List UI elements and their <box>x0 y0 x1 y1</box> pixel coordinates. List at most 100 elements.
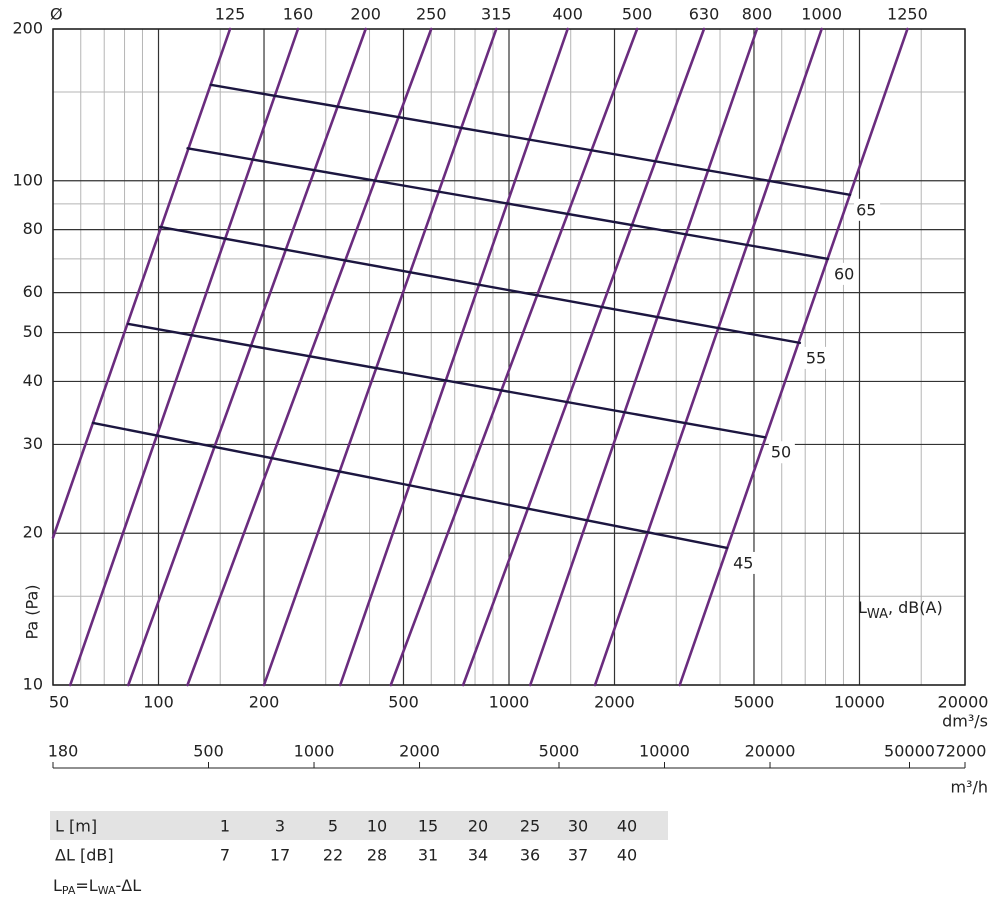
diameter-line <box>678 27 909 687</box>
table-cell: 20 <box>468 817 488 836</box>
table-row-label: L [m] <box>55 817 97 836</box>
sound-level-label: 50 <box>771 443 791 462</box>
diameter-line <box>262 27 498 687</box>
formula-part: -ΔL <box>116 876 142 895</box>
table-cell: 1 <box>220 817 230 836</box>
diameter-label: 315 <box>481 5 512 24</box>
label-backdrop <box>854 198 881 221</box>
x-tick-label: 1000 <box>489 693 530 712</box>
diameter-label: 500 <box>622 5 653 24</box>
y-tick-label: 80 <box>23 219 43 238</box>
x-tick-label: 20000 <box>938 693 989 712</box>
diameter-symbol: Ø <box>50 5 63 24</box>
x2-tick-label: 5000 <box>539 742 580 761</box>
plot-frame <box>52 28 966 686</box>
label-backdrop <box>731 551 758 574</box>
x-tick-label: 500 <box>388 693 419 712</box>
diameter-line <box>461 27 706 687</box>
diameter-label: 160 <box>283 5 314 24</box>
y-tick-label: 100 <box>12 170 43 189</box>
table-cell: 22 <box>323 846 343 865</box>
y-tick-label: 60 <box>23 282 43 301</box>
x2-tick-label: 10000 <box>639 742 690 761</box>
formula-sub: WA <box>98 884 116 897</box>
table-cell: 3 <box>275 817 285 836</box>
annotation-base: L <box>858 598 867 617</box>
diameter-label: 1250 <box>887 5 928 24</box>
table-cell: 40 <box>617 846 637 865</box>
y-tick-label: 30 <box>23 434 43 453</box>
x2-tick-label: 50000 <box>884 742 935 761</box>
label-backdrop <box>768 441 795 464</box>
annotation-rest: , dB(A) <box>888 598 943 617</box>
sound-level-label: 55 <box>806 348 826 367</box>
x-tick-label: 50 <box>49 693 69 712</box>
table-cell: 34 <box>468 846 488 865</box>
diameter-label: 200 <box>350 5 381 24</box>
diameter-line <box>51 27 232 539</box>
diameter-label: 125 <box>215 5 246 24</box>
diameter-line <box>389 27 639 687</box>
table-cell: 30 <box>568 817 588 836</box>
table-header-band <box>50 811 668 840</box>
sound-level-label: 45 <box>733 553 753 572</box>
diameter-line <box>593 27 823 687</box>
diameter-label: 800 <box>742 5 773 24</box>
y-tick-label: 10 <box>23 675 43 694</box>
sound-level-line <box>91 421 729 550</box>
y-axis-label: Pa (Pa) <box>23 584 42 639</box>
formula-sub: PA <box>62 884 76 897</box>
table-cell: 28 <box>367 846 387 865</box>
table-cell: 17 <box>270 846 290 865</box>
x2-tick-label: 2000 <box>399 742 440 761</box>
x-tick-label: 2000 <box>594 693 635 712</box>
annotation-sub: WA <box>867 607 888 622</box>
sound-level-label: 60 <box>834 264 854 283</box>
x2-axis-label: m³/h <box>950 778 988 797</box>
x-axis-label: dm³/s <box>942 712 988 731</box>
diameter-line <box>338 27 569 687</box>
table-cell: 31 <box>418 846 438 865</box>
formula: LPA=LWA-ΔL <box>53 876 141 898</box>
sound-level-line <box>127 322 767 439</box>
sound-level-line <box>209 83 852 196</box>
formula-part: =L <box>75 876 97 895</box>
x-tick-label: 10000 <box>834 693 885 712</box>
table-row-label: ΔL [dB] <box>55 846 114 865</box>
formula-part: L <box>53 876 62 895</box>
sound-level-line <box>158 225 802 345</box>
x-tick-label: 200 <box>249 693 280 712</box>
label-backdrop <box>831 262 858 285</box>
y-tick-label: 40 <box>23 371 43 390</box>
x2-tick-label: 1000 <box>294 742 335 761</box>
table-cell: 37 <box>568 846 588 865</box>
x2-tick-label: 180 <box>48 742 79 761</box>
x2-tick-label: 20000 <box>745 742 796 761</box>
diameter-line <box>68 27 300 687</box>
y-tick-label: 20 <box>23 523 43 542</box>
y-tick-label: 50 <box>23 322 43 341</box>
annotation: LWA, dB(A) <box>858 598 943 622</box>
table-cell: 36 <box>520 846 540 865</box>
table-cell: 15 <box>418 817 438 836</box>
diameter-label: 630 <box>689 5 720 24</box>
x2-tick-label: 500 <box>193 742 224 761</box>
table-cell: 10 <box>367 817 387 836</box>
x-tick-label: 5000 <box>734 693 775 712</box>
sound-level-line <box>186 147 830 261</box>
sound-level-label: 65 <box>856 200 876 219</box>
diameter-line <box>127 27 367 687</box>
diameter-label: 400 <box>552 5 583 24</box>
x-tick-label: 100 <box>143 693 174 712</box>
table-cell: 25 <box>520 817 540 836</box>
x2-tick-label: 72000 <box>936 742 987 761</box>
diameter-line <box>528 27 759 687</box>
diameter-label: 250 <box>416 5 447 24</box>
table-cell: 7 <box>220 846 230 865</box>
table-cell: 40 <box>617 817 637 836</box>
y-tick-label: 200 <box>12 19 43 38</box>
label-backdrop <box>803 346 830 369</box>
diameter-label: 1000 <box>801 5 842 24</box>
table-cell: 5 <box>328 817 338 836</box>
